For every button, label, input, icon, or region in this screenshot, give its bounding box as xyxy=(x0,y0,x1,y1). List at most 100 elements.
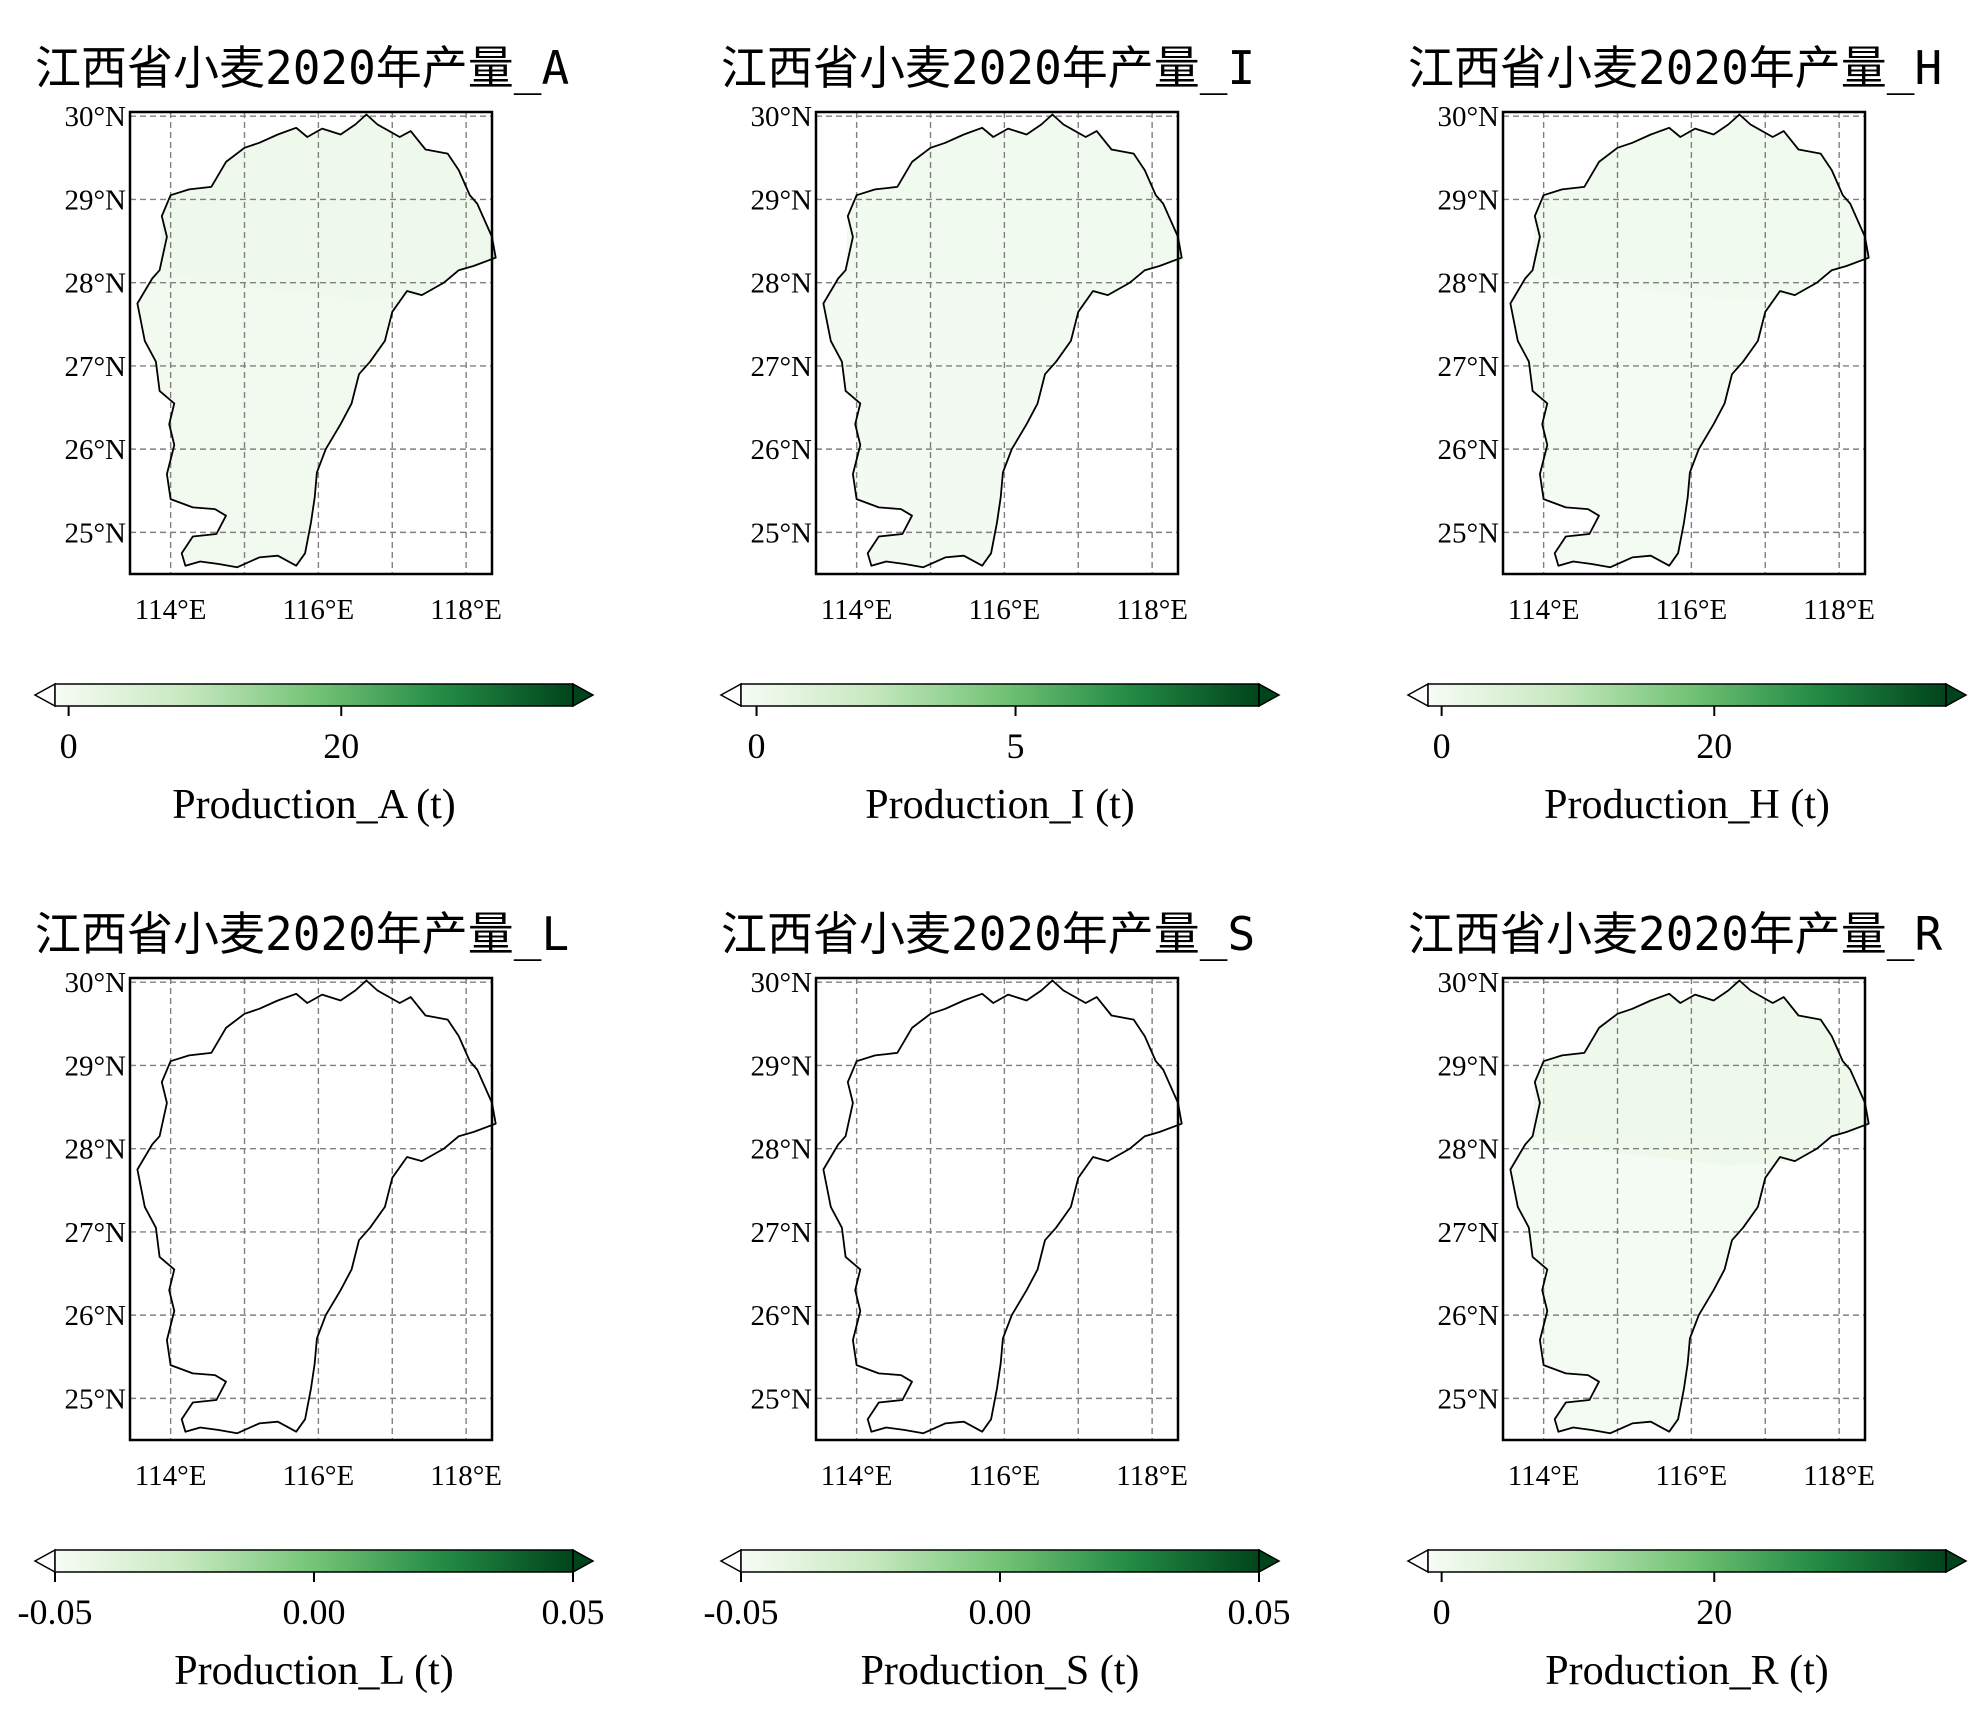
colorbar-extend-max xyxy=(572,682,595,708)
lat-tick-label: 27°N xyxy=(64,351,126,383)
lat-tick-label: 25°N xyxy=(750,1383,812,1415)
lat-tick-label: 27°N xyxy=(64,1217,126,1249)
colorbar-tick-label: 20 xyxy=(323,726,359,766)
lon-tick-label: 116°E xyxy=(283,1460,355,1492)
production-fill xyxy=(137,980,496,1434)
colorbar: 0 5 Production_I (t) xyxy=(719,682,1281,828)
panel-title: 江西省小麦2020年产量_A xyxy=(35,41,569,95)
panel-title: 江西省小麦2020年产量_R xyxy=(1408,907,1942,961)
colorbar-outline xyxy=(740,683,1260,707)
lat-tick-label: 26°N xyxy=(1437,434,1499,466)
lat-tick-label: 28°N xyxy=(1437,268,1499,300)
colorbar-extend-min xyxy=(1406,1548,1429,1574)
lat-tick-label: 30°N xyxy=(750,101,812,133)
panel-title: 江西省小麦2020年产量_L xyxy=(35,907,569,961)
colorbar-extend-max xyxy=(1258,1548,1281,1574)
province-boundary xyxy=(136,113,497,569)
map-frame xyxy=(1501,976,1867,1442)
lat-tick-label: 25°N xyxy=(1437,1383,1499,1415)
colorbar: 0 20 Production_R (t) xyxy=(1406,1548,1968,1694)
colorbar-tick-label: 0.00 xyxy=(283,1592,346,1632)
lat-tick-label: 26°N xyxy=(750,434,812,466)
colorbar-outline xyxy=(1427,1549,1947,1573)
colorbar-outline xyxy=(54,683,574,707)
colorbar: 0 20 Production_H (t) xyxy=(1406,682,1968,828)
colorbar-extend-min xyxy=(719,682,742,708)
colorbar-tick-label: 0.05 xyxy=(542,1592,605,1632)
lon-tick-label: 118°E xyxy=(1803,1460,1875,1492)
colorbar-label: Production_H (t) xyxy=(1544,782,1830,828)
lon-tick-label: 116°E xyxy=(283,594,355,626)
lon-tick-label: 114°E xyxy=(1508,1460,1580,1492)
colorbar-tick-label: 0 xyxy=(1433,1592,1451,1632)
colorbar-outline xyxy=(1427,683,1947,707)
map-panel: 江西省小麦2020年产量_H 25°N 26°N 27°N 28°N 29°N 30°N 11… xyxy=(1406,41,1968,828)
colorbar-gradient xyxy=(55,684,573,706)
colorbar-tick-label: -0.05 xyxy=(704,1592,779,1632)
colorbar-label: Production_R (t) xyxy=(1545,1648,1828,1694)
lon-tick-label: 114°E xyxy=(135,1460,207,1492)
map-panel: 江西省小麦2020年产量_I 25°N 26°N 27°N 28°N 29°N 30°N 11… xyxy=(719,41,1281,828)
lat-tick-label: 25°N xyxy=(64,1383,126,1415)
map-frame xyxy=(814,976,1180,1442)
colorbar-label: Production_I (t) xyxy=(865,782,1134,828)
lat-tick-label: 29°N xyxy=(750,184,812,216)
colorbar-tick-label: -0.05 xyxy=(18,1592,93,1632)
lat-tick-label: 30°N xyxy=(1437,967,1499,999)
colorbar-extend-min xyxy=(33,682,56,708)
colorbar-extend-max xyxy=(1258,682,1281,708)
lat-tick-label: 26°N xyxy=(64,434,126,466)
lon-tick-label: 116°E xyxy=(969,1460,1041,1492)
lon-tick-label: 118°E xyxy=(430,1460,502,1492)
province-boundary xyxy=(1509,113,1870,569)
lat-tick-label: 30°N xyxy=(64,967,126,999)
lat-tick-label: 30°N xyxy=(750,967,812,999)
colorbar-gradient xyxy=(1428,1550,1946,1572)
lat-tick-label: 29°N xyxy=(1437,184,1499,216)
production-fill-north xyxy=(1532,114,1869,300)
map-panel: 江西省小麦2020年产量_A 25°N 26°N 27°N 28°N 29°N 30°N 11… xyxy=(33,41,595,828)
lon-tick-label: 118°E xyxy=(1116,1460,1188,1492)
lon-tick-label: 118°E xyxy=(430,594,502,626)
colorbar-tick-label: 0.00 xyxy=(969,1592,1032,1632)
colorbar: -0.05 0.00 0.05 Production_L (t) xyxy=(18,1548,605,1694)
lon-tick-label: 114°E xyxy=(821,1460,893,1492)
map-panel: 江西省小麦2020年产量_S 25°N 26°N 27°N 28°N 29°N 30°N 11… xyxy=(704,907,1291,1694)
colorbar-tick-label: 0 xyxy=(1433,726,1451,766)
colorbar-tick-label: 0.05 xyxy=(1228,1592,1291,1632)
colorbar-tick-label: 0 xyxy=(60,726,78,766)
colorbar-extend-min xyxy=(719,1548,742,1574)
lon-tick-label: 116°E xyxy=(969,594,1041,626)
colorbar-extend-min xyxy=(1406,682,1429,708)
lat-tick-label: 26°N xyxy=(64,1300,126,1332)
panel-title: 江西省小麦2020年产量_H xyxy=(1408,41,1942,95)
lat-tick-label: 29°N xyxy=(64,184,126,216)
panel-grid: 江西省小麦2020年产量_A 25°N 26°N 27°N 28°N 29°N 30°N 11… xyxy=(18,41,1968,1694)
lat-tick-label: 28°N xyxy=(750,1134,812,1166)
lat-tick-label: 25°N xyxy=(1437,517,1499,549)
province-boundary xyxy=(1509,979,1870,1435)
lat-tick-label: 28°N xyxy=(1437,1134,1499,1166)
production-fill-north xyxy=(845,114,1182,300)
lat-tick-label: 29°N xyxy=(1437,1050,1499,1082)
map-frame xyxy=(128,976,494,1442)
lat-tick-label: 29°N xyxy=(750,1050,812,1082)
province-boundary xyxy=(822,113,1183,569)
lat-tick-label: 28°N xyxy=(64,1134,126,1166)
lon-tick-label: 118°E xyxy=(1116,594,1188,626)
colorbar-gradient xyxy=(1428,684,1946,706)
production-fill-north xyxy=(159,114,496,300)
colorbar-label: Production_S (t) xyxy=(861,1648,1140,1694)
lon-tick-label: 114°E xyxy=(135,594,207,626)
lon-tick-label: 116°E xyxy=(1656,1460,1728,1492)
map-frame xyxy=(128,110,494,576)
map-panel: 江西省小麦2020年产量_L 25°N 26°N 27°N 28°N 29°N 30°N 11… xyxy=(18,907,605,1694)
colorbar-tick-label: 0 xyxy=(748,726,766,766)
lat-tick-label: 29°N xyxy=(64,1050,126,1082)
map-frame xyxy=(1501,110,1867,576)
province-boundary xyxy=(822,979,1183,1435)
lat-tick-label: 27°N xyxy=(1437,351,1499,383)
map-frame xyxy=(814,110,1180,576)
colorbar-label: Production_A (t) xyxy=(172,782,455,828)
